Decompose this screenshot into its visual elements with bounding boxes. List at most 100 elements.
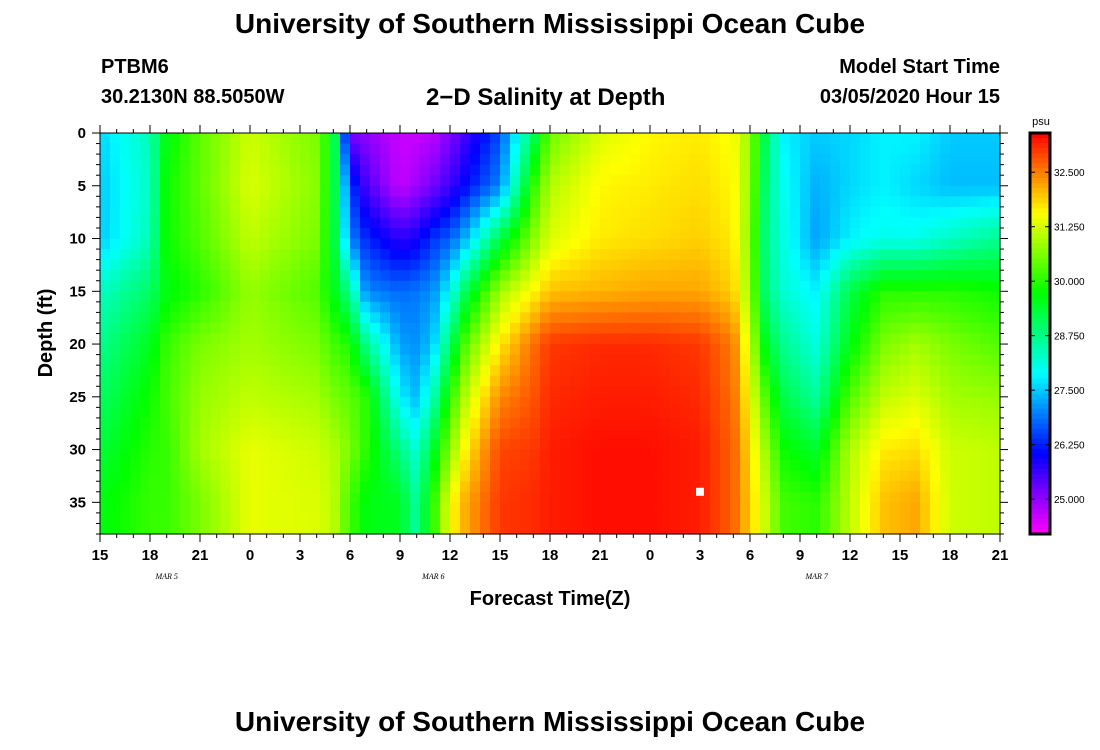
heatmap-cell [430, 175, 441, 187]
heatmap-cell [950, 407, 961, 419]
heatmap-cell [210, 354, 221, 366]
heatmap-cell [210, 164, 221, 176]
heatmap-cell [190, 133, 201, 145]
heatmap-cell [990, 344, 1001, 356]
heatmap-cell [150, 291, 161, 303]
heatmap-cell [560, 396, 571, 408]
heatmap-cell [820, 354, 831, 366]
heatmap-cell [930, 249, 941, 261]
heatmap-cell [620, 249, 631, 261]
heatmap-cell [590, 333, 601, 345]
heatmap-cell [470, 502, 481, 514]
heatmap-cell [650, 196, 661, 208]
heatmap-cell [650, 439, 661, 451]
heatmap-cell [620, 407, 631, 419]
heatmap-cell [140, 312, 151, 324]
heatmap-cell [160, 470, 171, 482]
heatmap-cell [610, 249, 621, 261]
heatmap-cell [430, 502, 441, 514]
colorbar-swatch [1030, 488, 1050, 495]
heatmap-cell [640, 344, 651, 356]
heatmap-cell [680, 449, 691, 461]
heatmap-cell [590, 375, 601, 387]
heatmap-cell [450, 481, 461, 493]
heatmap-cell [290, 206, 301, 219]
heatmap-cell [970, 291, 981, 303]
heatmap-cell [830, 491, 841, 503]
heatmap-cell [280, 143, 291, 155]
heatmap-cell [320, 154, 331, 166]
heatmap-cell [360, 449, 371, 461]
heatmap-cell [390, 217, 401, 229]
heatmap-cell [960, 333, 971, 345]
heatmap-cell [260, 491, 271, 503]
heatmap-cell [290, 491, 301, 503]
heatmap-cell [250, 449, 261, 461]
heatmap-cell [500, 175, 511, 187]
heatmap-cell [690, 491, 701, 503]
heatmap-cell [210, 417, 221, 430]
heatmap-cell [970, 523, 981, 535]
heatmap-cell [960, 154, 971, 166]
heatmap-cell [220, 375, 231, 387]
heatmap-cell [160, 185, 171, 197]
heatmap-cell [390, 259, 401, 271]
heatmap-cell [190, 491, 201, 503]
heatmap-cell [280, 312, 291, 324]
heatmap-cell [390, 396, 401, 408]
heatmap-cell [580, 217, 591, 229]
heatmap-cell [120, 175, 131, 187]
heatmap-cell [320, 428, 331, 440]
heatmap-cell [570, 407, 581, 419]
heatmap-cell [970, 491, 981, 503]
heatmap-cell [490, 460, 501, 472]
heatmap-cell [100, 217, 111, 229]
heatmap-cell [910, 175, 921, 187]
heatmap-cell [140, 407, 151, 419]
heatmap-cell [610, 375, 621, 387]
heatmap-cell [950, 312, 961, 324]
heatmap-cell [340, 280, 351, 292]
heatmap-cell [570, 470, 581, 482]
heatmap-cell [120, 407, 131, 419]
heatmap-cell [530, 417, 541, 430]
heatmap-cell [820, 291, 831, 303]
heatmap-cell [910, 386, 921, 398]
heatmap-cell [660, 491, 671, 503]
heatmap-cell [510, 333, 521, 345]
heatmap-cell [240, 175, 251, 187]
heatmap-cell [220, 365, 231, 377]
heatmap-cell [560, 512, 571, 525]
heatmap-cell [590, 312, 601, 324]
heatmap-cell [980, 238, 991, 250]
heatmap-cell [800, 354, 811, 366]
heatmap-cell [590, 249, 601, 261]
heatmap-cell [200, 502, 211, 514]
heatmap-cell [650, 249, 661, 261]
x-tick-label: 21 [592, 547, 609, 564]
heatmap-cell [120, 312, 131, 324]
heatmap-cell [670, 439, 681, 451]
heatmap-cell [820, 407, 831, 419]
heatmap-cell [330, 460, 341, 472]
heatmap-cell [740, 175, 751, 187]
heatmap-cell [260, 133, 271, 145]
heatmap-cell [450, 365, 461, 377]
heatmap-cell [250, 133, 261, 145]
heatmap-cell [540, 481, 551, 493]
heatmap-cell [130, 164, 141, 176]
heatmap-cell [200, 460, 211, 472]
heatmap-cell [100, 312, 111, 324]
heatmap-cell [420, 164, 431, 176]
heatmap-cell [120, 428, 131, 440]
heatmap-cell [930, 344, 941, 356]
heatmap-cell [630, 301, 641, 313]
heatmap-cell [580, 396, 591, 408]
heatmap-cell [510, 249, 521, 261]
heatmap-cell [780, 512, 791, 525]
colorbar-swatch [1030, 313, 1050, 320]
heatmap-cell [660, 344, 671, 356]
heatmap-cell [400, 439, 411, 451]
heatmap-cell [880, 333, 891, 345]
heatmap-cell [940, 322, 951, 335]
